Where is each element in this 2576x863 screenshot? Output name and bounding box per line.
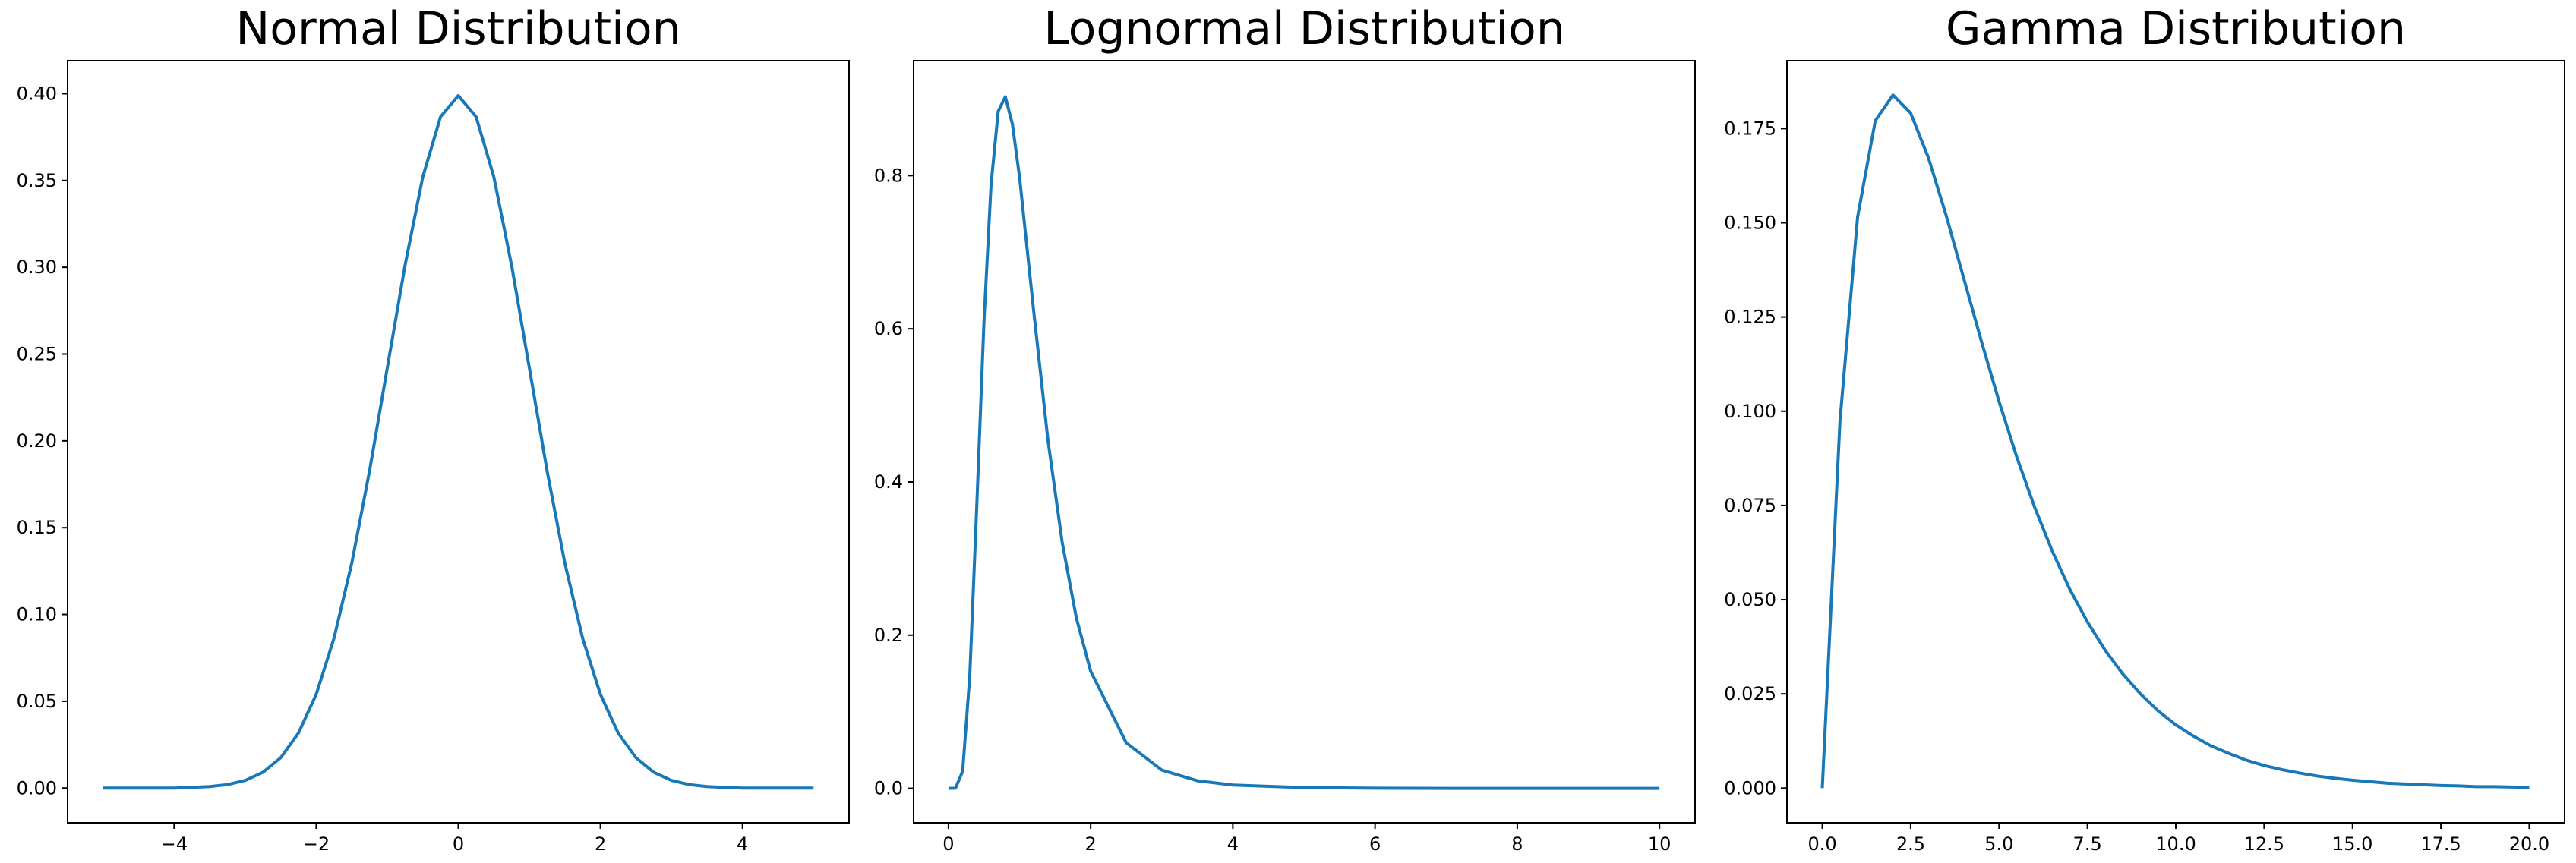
x-tick-label: 2.5 bbox=[1896, 833, 1925, 855]
y-tick-label: 0.150 bbox=[1724, 213, 1776, 234]
y-tick-label: 0.10 bbox=[17, 604, 57, 625]
y-tick-label: 0.050 bbox=[1724, 589, 1776, 610]
y-tick-label: 0.20 bbox=[17, 430, 57, 452]
chart-title: Gamma Distribution bbox=[1946, 2, 2406, 55]
x-tick-label: 10 bbox=[1648, 833, 1672, 855]
y-tick-label: 0.00 bbox=[17, 777, 57, 798]
y-tick-label: 0.25 bbox=[17, 344, 57, 365]
x-tick-label: −4 bbox=[161, 833, 188, 855]
curve bbox=[103, 93, 814, 790]
x-tick-label: 0 bbox=[453, 833, 464, 855]
x-tick-label: 2 bbox=[1084, 833, 1096, 855]
x-tick-label: 6 bbox=[1369, 833, 1381, 855]
axes-frame bbox=[67, 60, 850, 824]
y-tick-label: 0.05 bbox=[17, 691, 57, 712]
y-tick-label: 0.15 bbox=[17, 517, 57, 538]
x-tick-label: 20.0 bbox=[2509, 833, 2549, 855]
axes-frame bbox=[913, 60, 1696, 824]
chart-title: Lognormal Distribution bbox=[1043, 2, 1565, 55]
x-tick-label: 5.0 bbox=[1984, 833, 2013, 855]
x-tick-label: 4 bbox=[1227, 833, 1239, 855]
curve bbox=[948, 95, 1660, 790]
y-tick-label: 0.175 bbox=[1724, 118, 1776, 139]
y-tick-label: 0.30 bbox=[17, 257, 57, 278]
y-tick-label: 0.6 bbox=[874, 318, 903, 339]
axes-frame bbox=[1786, 60, 2565, 824]
x-tick-label: 10.0 bbox=[2155, 833, 2196, 855]
x-tick-label: 4 bbox=[737, 833, 748, 855]
x-tick-label: 0.0 bbox=[1807, 833, 1836, 855]
x-tick-label: 8 bbox=[1511, 833, 1523, 855]
x-tick-label: 12.5 bbox=[2244, 833, 2284, 855]
y-tick-label: 0.000 bbox=[1724, 777, 1776, 798]
y-tick-label: 0.35 bbox=[17, 170, 57, 191]
y-tick-label: 0.025 bbox=[1724, 683, 1776, 704]
y-tick-label: 0.075 bbox=[1724, 495, 1776, 516]
y-tick-label: 0.40 bbox=[17, 83, 57, 104]
chart-title: Normal Distribution bbox=[235, 2, 680, 55]
y-tick-label: 0.4 bbox=[874, 471, 903, 493]
x-tick-label: 2 bbox=[595, 833, 606, 855]
y-tick-label: 0.0 bbox=[874, 778, 903, 799]
x-tick-label: 7.5 bbox=[2073, 833, 2102, 855]
y-tick-label: 0.2 bbox=[874, 625, 903, 646]
curve bbox=[1820, 93, 2530, 789]
y-tick-label: 0.100 bbox=[1724, 401, 1776, 422]
x-tick-label: 0 bbox=[942, 833, 954, 855]
x-tick-label: −2 bbox=[303, 833, 330, 855]
y-tick-label: 0.8 bbox=[874, 165, 903, 186]
y-tick-label: 0.125 bbox=[1724, 307, 1776, 328]
x-tick-label: 15.0 bbox=[2332, 833, 2372, 855]
x-tick-label: 17.5 bbox=[2420, 833, 2461, 855]
